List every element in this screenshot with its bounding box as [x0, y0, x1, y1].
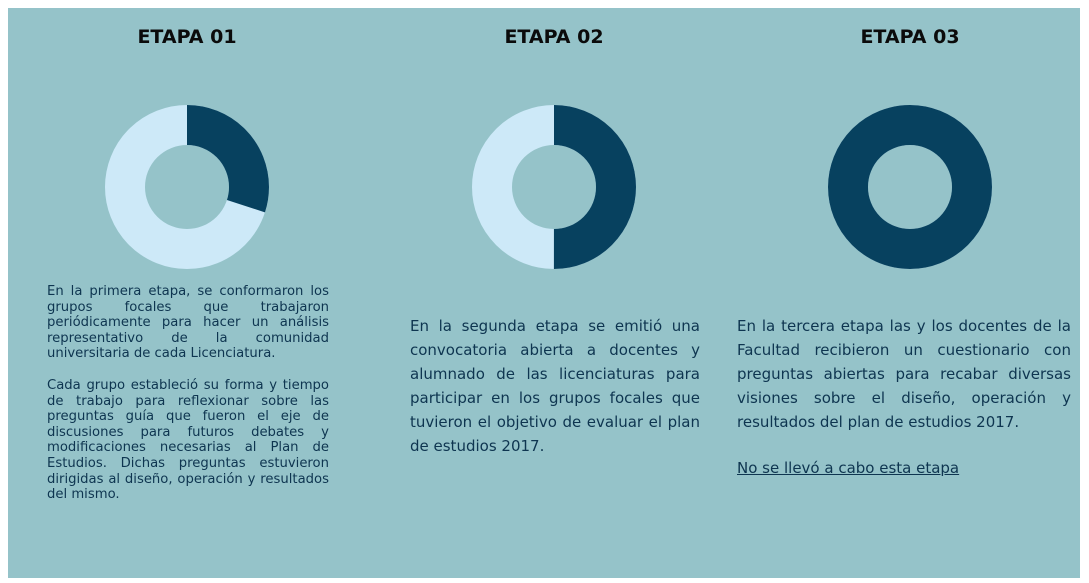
paragraph: En la primera etapa, se conformaron los … — [47, 284, 329, 362]
paragraph: En la segunda etapa se emitió una convoc… — [410, 317, 700, 455]
donut-arc — [472, 105, 636, 269]
note-link[interactable]: No se llevó a cabo esta etapa — [737, 459, 960, 477]
panel: ETAPA 01 ETAPA 02 ETAPA 03 En la primera… — [8, 8, 1080, 578]
stage-title: ETAPA 01 — [137, 26, 237, 48]
stage-title: ETAPA 02 — [504, 26, 604, 48]
stage-text: En la primera etapa, se conformaron los … — [47, 284, 329, 503]
stage-text: En la tercera etapa las y los docentes d… — [737, 314, 1071, 480]
stage-text: En la segunda etapa se emitió una convoc… — [410, 314, 700, 458]
paragraph: En la tercera etapa las y los docentes d… — [737, 317, 1071, 431]
stage-title: ETAPA 03 — [860, 26, 960, 48]
donut-arc — [828, 105, 992, 269]
paragraph: Cada grupo estableció su forma y tiempo … — [47, 377, 329, 503]
donuts — [105, 105, 992, 269]
donut-arc — [105, 105, 269, 269]
